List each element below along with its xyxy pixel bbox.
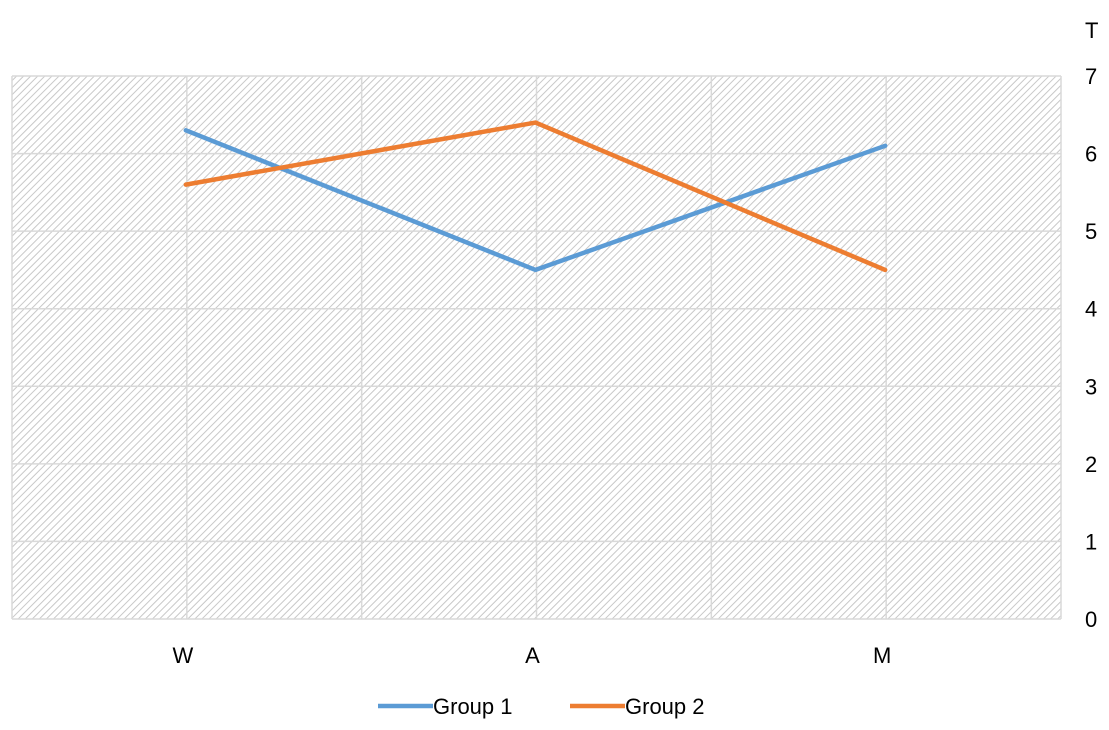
series-line: [183, 120, 888, 273]
y-tick-label: 3: [1085, 374, 1097, 399]
y-tick-label: 2: [1085, 452, 1097, 477]
y-tick-label: 7: [1085, 64, 1097, 89]
legend-label: Group 1: [433, 694, 513, 719]
y-axis-title: T: [1085, 18, 1098, 43]
y-tick-label: 4: [1085, 297, 1097, 322]
y-tick-label: 1: [1085, 529, 1097, 554]
x-tick-label: M: [873, 643, 891, 668]
y-tick-label: 5: [1085, 219, 1097, 244]
gridlines: [11, 75, 1062, 620]
y-tick-label: 0: [1085, 607, 1097, 632]
x-tick-label: A: [525, 643, 540, 668]
y-tick-label: 6: [1085, 142, 1097, 167]
series-line: [183, 128, 888, 273]
series-lines: [183, 120, 888, 273]
x-tick-label: W: [172, 643, 193, 668]
legend-label: Group 2: [625, 694, 705, 719]
legend: Group 1 Group 2: [378, 694, 705, 719]
y-axis-ticks: 0 1 2 3 4 5 6 7: [1085, 64, 1097, 632]
